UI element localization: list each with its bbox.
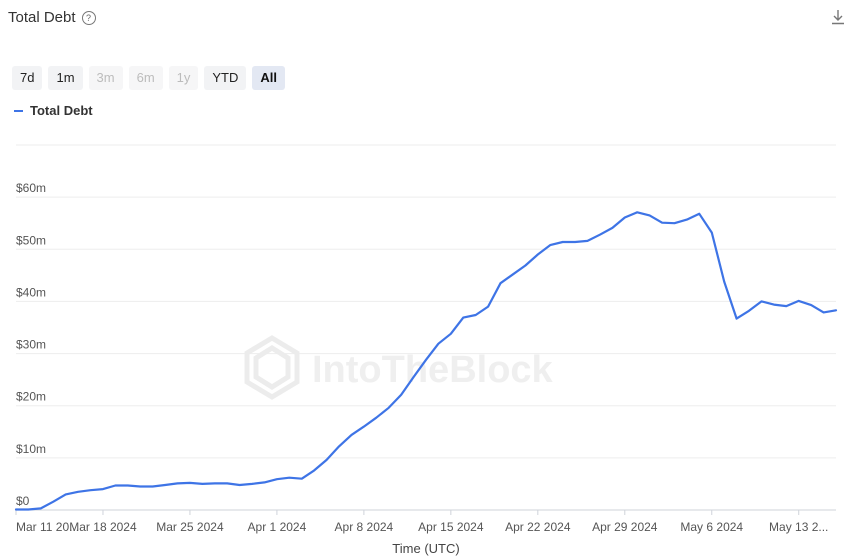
legend-label-total-debt: Total Debt (30, 103, 93, 118)
y-axis: $0 $10m $20m $30m $40m $50m $60m (16, 181, 46, 508)
x-axis: Mar 11 20...Mar 18 2024 Mar 25 2024 Apr 1 … (15, 510, 828, 534)
legend[interactable]: Total Debt (14, 103, 93, 118)
chart-header: Total Debt ? (8, 9, 96, 26)
range-button-3m[interactable]: 3m (88, 66, 123, 90)
y-tick-label: $0 (16, 494, 30, 508)
series-group (14, 211, 838, 511)
x-tick-label: Apr 22 2024 (505, 520, 571, 534)
x-tick-label: Apr 15 2024 (418, 520, 484, 534)
y-tick-label: $10m (16, 442, 46, 456)
x-tick-label: Mar 11 20... (16, 520, 79, 534)
range-selector: 7d 1m 3m 6m 1y YTD All (12, 66, 286, 90)
range-button-1y[interactable]: 1y (168, 66, 199, 90)
range-button-7d[interactable]: 7d (12, 66, 43, 90)
x-axis-title: Time (UTC) (392, 541, 459, 556)
y-tick-label: $30m (16, 338, 46, 352)
x-tick-label: Mar 25 2024 (156, 520, 224, 534)
range-button-1m[interactable]: 1m (48, 66, 83, 90)
y-tick-label: $40m (16, 285, 46, 299)
legend-swatch (14, 109, 23, 112)
x-tick-label: Mar 18 2024 (69, 520, 137, 534)
range-button-ytd[interactable]: YTD (204, 66, 247, 90)
x-tick-label: May 13 2... (769, 520, 828, 534)
chart-title: Total Debt (8, 9, 76, 26)
x-tick-label: Apr 1 2024 (248, 520, 307, 534)
watermark: IntoTheBlock (244, 335, 554, 400)
watermark-text: IntoTheBlock (312, 349, 554, 391)
x-tick-label: May 6 2024 (680, 520, 743, 534)
x-tick-label: Apr 8 2024 (335, 520, 394, 534)
watermark-logo-icon (244, 335, 300, 400)
y-tick-label: $50m (16, 233, 46, 247)
download-icon[interactable] (831, 9, 845, 25)
range-button-6m[interactable]: 6m (128, 66, 163, 90)
gridlines (16, 144, 836, 511)
question-circle-icon[interactable]: ? (81, 10, 96, 25)
y-tick-label: $60m (16, 181, 46, 195)
x-tick-label: Apr 29 2024 (592, 520, 658, 534)
y-tick-label: $20m (16, 390, 46, 404)
series-line-total-debt[interactable] (14, 211, 838, 511)
range-button-all[interactable]: All (252, 66, 286, 90)
